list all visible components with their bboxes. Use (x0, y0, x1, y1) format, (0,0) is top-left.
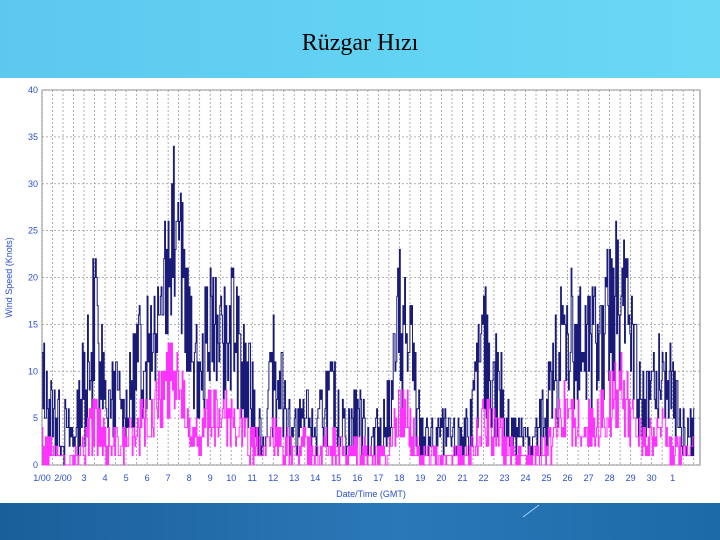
x-tick-label: 24 (521, 473, 531, 483)
y-axis-label: Wind Speed (Knots) (4, 237, 14, 318)
x-tick-label: 22 (478, 473, 488, 483)
y-tick-label: 25 (28, 226, 38, 236)
y-tick-label: 40 (28, 85, 38, 95)
x-tick-label: 18 (394, 473, 404, 483)
x-tick-label: 27 (584, 473, 594, 483)
y-tick-label: 35 (28, 132, 38, 142)
y-tick-label: 5 (33, 413, 38, 423)
x-tick-label: 12 (268, 473, 278, 483)
x-tick-label: 17 (373, 473, 383, 483)
x-tick-label: 19 (415, 473, 425, 483)
x-tick-label: 9 (208, 473, 213, 483)
x-tick-label: 29 (626, 473, 636, 483)
x-tick-label: 26 (563, 473, 573, 483)
x-tick-label: 30 (647, 473, 657, 483)
series-group (42, 145, 695, 466)
x-tick-label: 2/00 (54, 473, 72, 483)
slide-title: Rüzgar Hızı (301, 30, 419, 56)
x-tick-label: 10 (226, 473, 236, 483)
x-tick-label: 15 (331, 473, 341, 483)
slide-footer-band (0, 503, 720, 540)
x-tick-label: 7 (166, 473, 171, 483)
x-tick-label: 13 (289, 473, 299, 483)
x-tick-label: 16 (352, 473, 362, 483)
series-line-1 (42, 145, 695, 466)
slide-header-band (0, 0, 720, 78)
x-tick-label: 5 (124, 473, 129, 483)
x-tick-label: 21 (457, 473, 467, 483)
x-tick-label: 28 (605, 473, 615, 483)
x-tick-label: 11 (248, 473, 257, 483)
y-tick-label: 20 (28, 273, 38, 283)
x-tick-label: 6 (145, 473, 150, 483)
x-tick-label: 20 (436, 473, 446, 483)
footer-decoration (522, 504, 540, 518)
y-tick-label: 30 (28, 179, 38, 189)
x-tick-label: 14 (310, 473, 320, 483)
x-axis-ticks: 1/00 2/00 3 4 5 6 7 8 9 10 11 12 13 14 15 16 17 18 19 20 21 2… (33, 473, 675, 483)
y-axis-ticks: 0 5 10 15 20 25 30 35 40 (28, 85, 38, 470)
series-line-2 (42, 342, 695, 466)
x-tick-label: 25 (542, 473, 552, 483)
x-axis-label: Date/Time (GMT) (336, 489, 406, 499)
x-tick-label: 23 (499, 473, 509, 483)
x-tick-label: 8 (187, 473, 192, 483)
x-tick-label: 1 (670, 473, 675, 483)
x-tick-label: 1/00 (33, 473, 51, 483)
x-tick-label: 4 (103, 473, 108, 483)
x-tick-label: 3 (82, 473, 87, 483)
y-tick-label: 15 (28, 319, 38, 329)
y-tick-label: 0 (33, 460, 38, 470)
y-tick-label: 10 (28, 366, 38, 376)
